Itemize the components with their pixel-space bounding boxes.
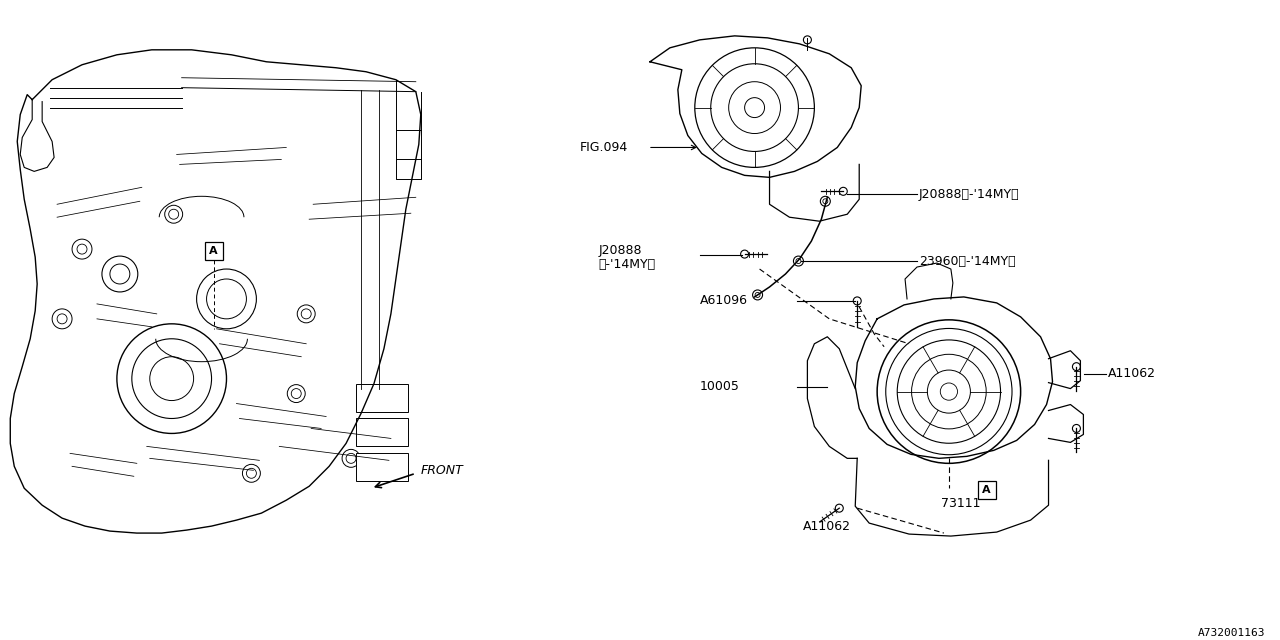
Text: FRONT: FRONT [421, 464, 463, 477]
Text: A11062: A11062 [804, 520, 851, 532]
Circle shape [794, 256, 804, 266]
Circle shape [728, 82, 781, 134]
Circle shape [877, 320, 1020, 463]
Circle shape [247, 468, 256, 478]
Circle shape [753, 290, 763, 300]
Circle shape [287, 385, 305, 403]
Circle shape [854, 297, 861, 305]
Circle shape [165, 205, 183, 223]
Text: A61096: A61096 [700, 294, 748, 307]
Circle shape [102, 256, 138, 292]
Circle shape [836, 504, 844, 512]
Bar [978, 481, 996, 499]
Circle shape [1073, 363, 1080, 371]
Text: A11062: A11062 [1108, 367, 1156, 380]
Text: 73111: 73111 [941, 497, 980, 509]
Circle shape [820, 196, 831, 206]
Text: A: A [983, 485, 991, 495]
Circle shape [150, 356, 193, 401]
Bar [205, 242, 223, 260]
Circle shape [804, 36, 812, 44]
Text: J20888: J20888 [598, 244, 641, 257]
Circle shape [823, 199, 828, 204]
Circle shape [346, 453, 356, 463]
Circle shape [206, 279, 247, 319]
Circle shape [886, 328, 1012, 454]
Text: FIG.094: FIG.094 [580, 141, 628, 154]
Circle shape [301, 309, 311, 319]
Circle shape [197, 269, 256, 329]
Circle shape [292, 388, 301, 399]
Circle shape [911, 355, 986, 429]
Circle shape [110, 264, 129, 284]
Circle shape [342, 449, 360, 467]
Bar [356, 383, 408, 412]
Bar [356, 419, 408, 446]
Circle shape [941, 383, 957, 400]
Text: A: A [209, 246, 218, 256]
Circle shape [755, 292, 760, 298]
Text: 10005: 10005 [700, 380, 740, 393]
Text: （-'14MY）: （-'14MY） [598, 257, 655, 271]
Circle shape [52, 309, 72, 329]
Circle shape [745, 98, 764, 118]
Circle shape [796, 259, 801, 264]
Circle shape [297, 305, 315, 323]
Circle shape [1073, 424, 1080, 433]
Text: 23960（-'14MY）: 23960（-'14MY） [919, 255, 1015, 268]
Text: J20888（-'14MY）: J20888（-'14MY） [919, 188, 1020, 201]
Circle shape [58, 314, 67, 324]
Circle shape [77, 244, 87, 254]
Circle shape [710, 64, 799, 152]
Bar [356, 453, 408, 481]
Circle shape [897, 340, 1001, 444]
Circle shape [72, 239, 92, 259]
Circle shape [840, 188, 847, 195]
Circle shape [928, 370, 970, 413]
Circle shape [132, 339, 211, 419]
Circle shape [741, 250, 749, 258]
Circle shape [242, 465, 260, 483]
Text: A732001163: A732001163 [1198, 628, 1266, 637]
Circle shape [169, 209, 179, 220]
Circle shape [695, 48, 814, 168]
Circle shape [116, 324, 227, 433]
